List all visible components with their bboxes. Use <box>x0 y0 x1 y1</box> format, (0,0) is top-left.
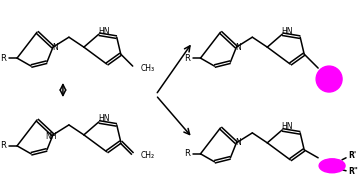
Text: CH₃: CH₃ <box>141 64 155 73</box>
Text: CD₃: CD₃ <box>320 74 338 84</box>
Text: HN: HN <box>282 27 293 36</box>
Text: CH₂: CH₂ <box>141 151 155 160</box>
Text: N: N <box>235 43 241 52</box>
Circle shape <box>316 66 342 92</box>
Text: HN: HN <box>98 27 109 36</box>
Text: R: R <box>184 149 190 158</box>
Text: HN: HN <box>98 114 109 123</box>
Text: R: R <box>0 141 6 150</box>
Text: R: R <box>0 54 6 63</box>
Ellipse shape <box>319 159 345 173</box>
Text: HN: HN <box>282 122 293 131</box>
Text: N: N <box>52 43 58 52</box>
Text: NH: NH <box>45 132 57 141</box>
Text: R': R' <box>348 151 356 160</box>
Text: N: N <box>235 138 241 147</box>
Text: R: R <box>184 54 190 63</box>
Text: R": R" <box>348 167 358 176</box>
